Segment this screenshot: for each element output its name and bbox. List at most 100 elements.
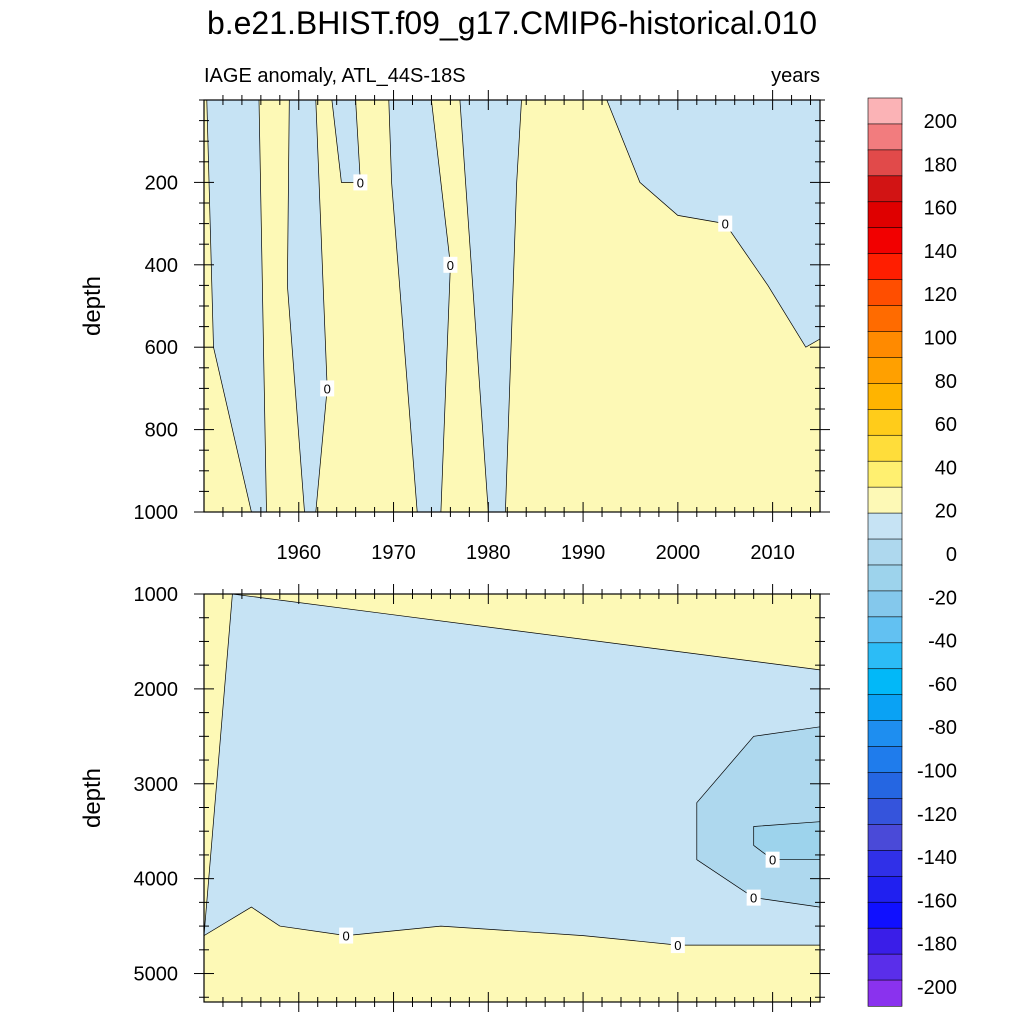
colorbar-label: -160: [917, 890, 957, 912]
colorbar-swatch: [867, 824, 903, 851]
colorbar-swatch: [867, 123, 903, 151]
colorbar-swatch: [867, 953, 903, 981]
colorbar-label: -60: [928, 674, 957, 696]
contour-region-5: [459, 100, 522, 512]
y-tick-label: 600: [145, 337, 178, 359]
colorbar-swatch: [867, 434, 903, 462]
colorbar-swatch: [867, 512, 903, 540]
x-tick-label: 2010: [750, 542, 795, 564]
colorbar-swatch: [867, 798, 903, 826]
colorbar-swatch: [867, 460, 903, 488]
colorbar-swatch: [867, 97, 903, 125]
colorbar-swatch: [867, 383, 903, 410]
upper-panel-contour-plot: 0 0 0 0 1960 1970 1980 1990 2000 2010 200 400 600 800…: [79, 90, 830, 564]
colorbar-swatch: [867, 357, 903, 384]
colorbar-swatch: [867, 486, 903, 514]
colorbar-swatch: [867, 409, 903, 436]
contour-label: 0: [447, 258, 454, 273]
y-tick-label: 1000: [134, 584, 179, 606]
colorbar-swatch: [867, 305, 903, 333]
contour-label-bg: [765, 851, 780, 868]
y-tick-label: 1000: [134, 502, 179, 524]
colorbar-swatch: [867, 668, 903, 696]
colorbar-label: 100: [924, 328, 957, 350]
colorbar-swatch: [867, 253, 903, 281]
colorbar-swatch: [867, 979, 903, 1007]
x-tick-label: 1960: [277, 542, 322, 564]
colorbar-swatch: [867, 927, 903, 955]
y-tick-label: 5000: [134, 964, 179, 986]
colorbar-swatch: [867, 642, 903, 670]
colorbar-swatch: [867, 850, 903, 877]
lower-panel-contour-plot: 0 0 0 0 1000 2000 3000 4000 5000 depth: [79, 584, 830, 1012]
colorbar-label: -20: [928, 587, 957, 609]
x-tick-label: 1990: [561, 542, 606, 564]
colorbar-label: 140: [924, 241, 957, 263]
colorbar-label: 40: [935, 457, 957, 479]
colorbar-label: 60: [935, 414, 957, 436]
colorbar-label: -140: [917, 847, 957, 869]
colorbar-swatch: [867, 538, 903, 566]
contour-label: 0: [722, 217, 729, 232]
colorbar-label: 0: [946, 544, 957, 566]
contour-region-6: [606, 100, 820, 348]
contour-label: 0: [750, 891, 757, 906]
colorbar-label: -120: [917, 804, 957, 826]
colorbar-label: -200: [917, 977, 957, 999]
y-tick-label: 200: [145, 172, 178, 194]
contour-label-bg: [746, 889, 761, 906]
contour-label: 0: [769, 853, 776, 868]
colorbar-swatch: [867, 901, 903, 929]
colorbar-label: 80: [935, 371, 957, 393]
contour-label-bg: [353, 174, 368, 191]
contour-region-4: [388, 100, 451, 512]
colorbar-swatch: [867, 149, 903, 177]
figure-title: b.e21.BHIST.f09_g17.CMIP6-historical.010: [207, 5, 817, 41]
y-tick-label: 800: [145, 420, 178, 442]
x-tick-label: 2000: [656, 542, 701, 564]
colorbar-swatch: [867, 720, 903, 748]
contour-label-bg: [320, 380, 335, 397]
contour-label-bg: [718, 215, 733, 232]
y-tick-label: 4000: [134, 869, 179, 891]
colorbar-label: 160: [924, 198, 957, 220]
colorbar-swatch: [867, 564, 903, 592]
colorbar-swatch: [867, 694, 903, 722]
colorbar-swatch: [867, 227, 903, 255]
contour-region-3: [753, 821, 820, 861]
colorbar-label: 180: [924, 154, 957, 176]
y-tick-label: 2000: [134, 679, 179, 701]
colorbar-swatch: [867, 875, 903, 903]
contour-label-bg: [339, 927, 354, 944]
colorbar-label: 20: [935, 501, 957, 523]
contour-region-2: [696, 726, 820, 908]
subtitle-right: years: [771, 65, 820, 87]
contour-label: 0: [357, 175, 364, 190]
colorbar-label: -180: [917, 934, 957, 956]
colorbar-swatch: [867, 201, 903, 229]
contour-label: 0: [674, 938, 681, 953]
contour-region-1: [206, 100, 267, 512]
y-tick-label: 3000: [134, 774, 179, 796]
y-axis-label: depth: [79, 768, 106, 828]
contour-label: 0: [343, 929, 350, 944]
colorbar-label: 200: [924, 111, 957, 133]
contour-label-bg: [443, 256, 458, 273]
colorbar-swatch: [867, 175, 903, 203]
subtitle-left: IAGE anomaly, ATL_44S-18S: [204, 65, 466, 87]
colorbar-swatch: [867, 772, 903, 800]
colorbar-label: 120: [924, 284, 957, 306]
contour-label: 0: [324, 381, 331, 396]
colorbar-label: -40: [928, 631, 957, 653]
colorbar-label: -80: [928, 717, 957, 739]
contour-label-bg: [670, 937, 685, 954]
colorbar-legend: 200180160140120100806040200-20-40-60-80-…: [867, 97, 957, 1007]
y-tick-label: 400: [145, 255, 178, 277]
y-axis-label: depth: [79, 276, 106, 336]
colorbar-swatch: [867, 279, 903, 307]
plot-frame: [203, 593, 821, 1003]
colorbar-swatch: [867, 616, 903, 644]
colorbar-swatch: [867, 331, 903, 359]
x-tick-label: 1980: [466, 542, 511, 564]
